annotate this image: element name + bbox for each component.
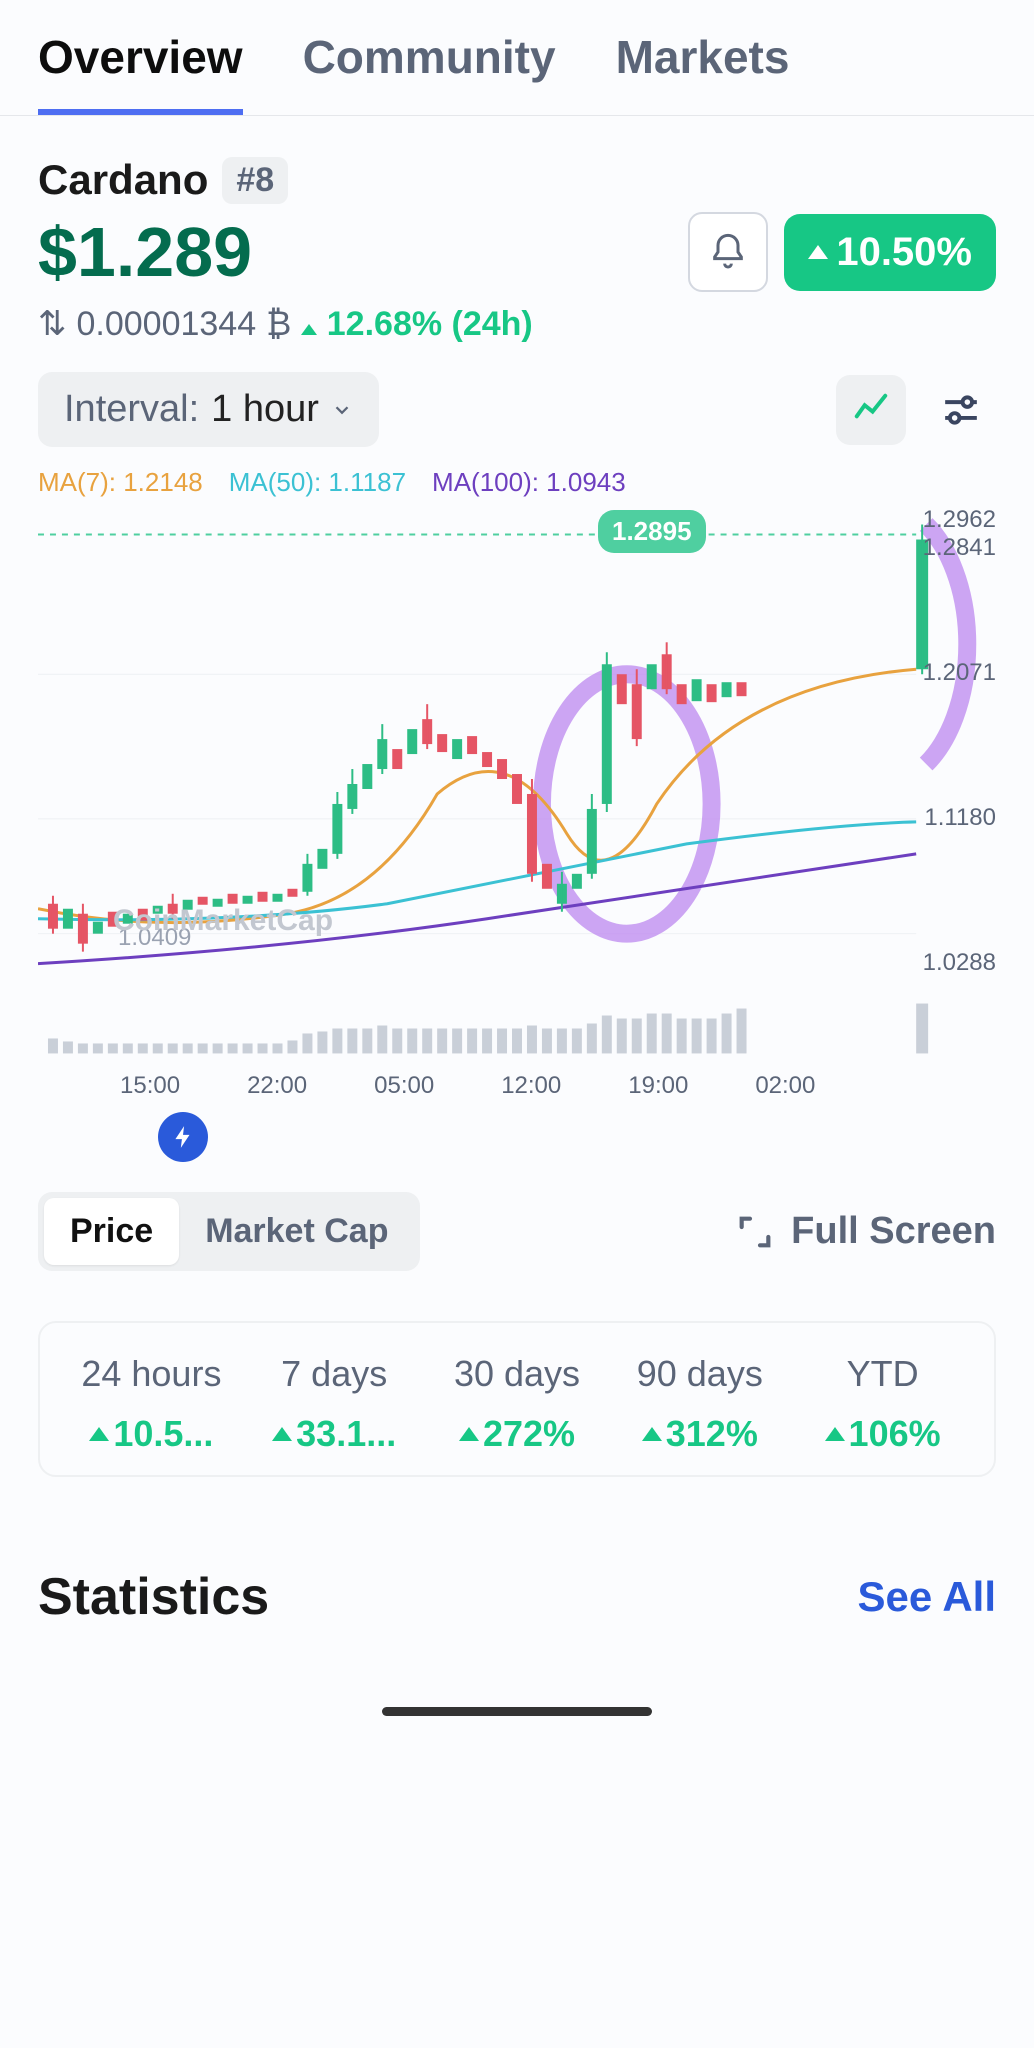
fullscreen-icon — [735, 1212, 775, 1252]
time-label: 19:00 — [628, 1072, 688, 1100]
price-chart[interactable]: 1.2895 1.2962 1.2841 1.2071 1.1180 1.028… — [38, 504, 996, 1064]
x-axis: 15:00 22:00 05:00 12:00 19:00 02:00 — [38, 1072, 996, 1100]
time-label: 12:00 — [501, 1072, 561, 1100]
perf-label: 24 hours — [60, 1353, 243, 1395]
chevron-down-icon — [331, 399, 353, 421]
ma7-label: MA(7): 1.2148 — [38, 467, 203, 498]
perf-value: 10.5... — [113, 1413, 213, 1455]
chart-watermark: CoinMarketCap — [113, 904, 333, 938]
current-price-marker: 1.2895 — [598, 510, 706, 553]
performance-grid: 24 hours 10.5... 7 days 33.1... 30 days … — [38, 1321, 996, 1477]
btc-icon: ₿ — [266, 305, 291, 344]
see-all-link[interactable]: See All — [857, 1573, 996, 1621]
perf-ytd: YTD 106% — [791, 1353, 974, 1455]
line-chart-icon — [852, 391, 890, 429]
sliders-icon — [942, 391, 980, 429]
btc-change-value: 12.68% (24h) — [327, 305, 533, 343]
y-axis-label: 1.0288 — [923, 949, 996, 977]
ma50-label: MA(50): 1.1187 — [229, 467, 406, 498]
arrow-up-icon — [301, 324, 317, 335]
perf-label: 7 days — [243, 1353, 426, 1395]
alert-button[interactable] — [688, 212, 768, 292]
ma100-label: MA(100): 1.0943 — [432, 467, 626, 498]
perf-label: YTD — [791, 1353, 974, 1395]
coin-name: Cardano — [38, 156, 208, 204]
time-label: 22:00 — [247, 1072, 307, 1100]
perf-24h: 24 hours 10.5... — [60, 1353, 243, 1455]
btc-subprice: ⇅ 0.00001344 ₿ 12.68% (24h) — [38, 304, 996, 344]
statistics-title: Statistics — [38, 1567, 269, 1627]
current-price: $1.289 — [38, 212, 252, 292]
perf-value: 33.1... — [296, 1413, 396, 1455]
chart-type-button[interactable] — [836, 375, 906, 445]
bell-icon — [708, 232, 748, 272]
y-axis-label: 1.1180 — [924, 804, 996, 832]
price-change-badge: 10.50% — [784, 214, 996, 291]
lightning-icon — [170, 1124, 196, 1150]
home-indicator — [382, 1707, 652, 1716]
toggle-marketcap[interactable]: Market Cap — [179, 1198, 414, 1265]
arrow-up-icon — [825, 1427, 845, 1441]
btc-value: 0.00001344 — [77, 305, 257, 344]
tab-community[interactable]: Community — [303, 30, 556, 115]
y-axis-label: 1.2841 — [923, 534, 996, 562]
swap-icon: ⇅ — [38, 304, 67, 344]
arrow-up-icon — [642, 1427, 662, 1441]
fullscreen-label: Full Screen — [791, 1210, 996, 1253]
perf-30d: 30 days 272% — [426, 1353, 609, 1455]
y-axis-label: 1.2071 — [923, 659, 996, 687]
interval-value: 1 hour — [211, 388, 319, 431]
fullscreen-button[interactable]: Full Screen — [735, 1210, 996, 1253]
price-change-value: 10.50% — [836, 230, 972, 275]
arrow-up-icon — [808, 245, 828, 259]
interval-label: Interval: — [64, 388, 199, 431]
perf-value: 312% — [666, 1413, 758, 1455]
perf-label: 90 days — [608, 1353, 791, 1395]
time-label: 15:00 — [120, 1072, 180, 1100]
rank-badge: #8 — [222, 157, 288, 204]
toggle-price[interactable]: Price — [44, 1198, 179, 1265]
tab-markets[interactable]: Markets — [616, 30, 790, 115]
arrow-up-icon — [272, 1427, 292, 1441]
arrow-up-icon — [459, 1427, 479, 1441]
y-axis-label: 1.2962 — [923, 506, 996, 534]
chart-svg — [38, 504, 996, 1064]
tab-overview[interactable]: Overview — [38, 30, 243, 115]
interval-select[interactable]: Interval: 1 hour — [38, 372, 379, 447]
event-marker[interactable] — [158, 1112, 208, 1162]
time-label: 02:00 — [755, 1072, 815, 1100]
perf-7d: 7 days 33.1... — [243, 1353, 426, 1455]
perf-label: 30 days — [426, 1353, 609, 1395]
chart-settings-button[interactable] — [926, 375, 996, 445]
arrow-up-icon — [89, 1427, 109, 1441]
chart-toggle: Price Market Cap — [38, 1192, 420, 1271]
perf-value: 106% — [849, 1413, 941, 1455]
perf-value: 272% — [483, 1413, 575, 1455]
time-label: 05:00 — [374, 1072, 434, 1100]
ma-legend: MA(7): 1.2148 MA(50): 1.1187 MA(100): 1.… — [38, 467, 996, 498]
tab-bar: Overview Community Markets — [0, 0, 1034, 116]
perf-90d: 90 days 312% — [608, 1353, 791, 1455]
